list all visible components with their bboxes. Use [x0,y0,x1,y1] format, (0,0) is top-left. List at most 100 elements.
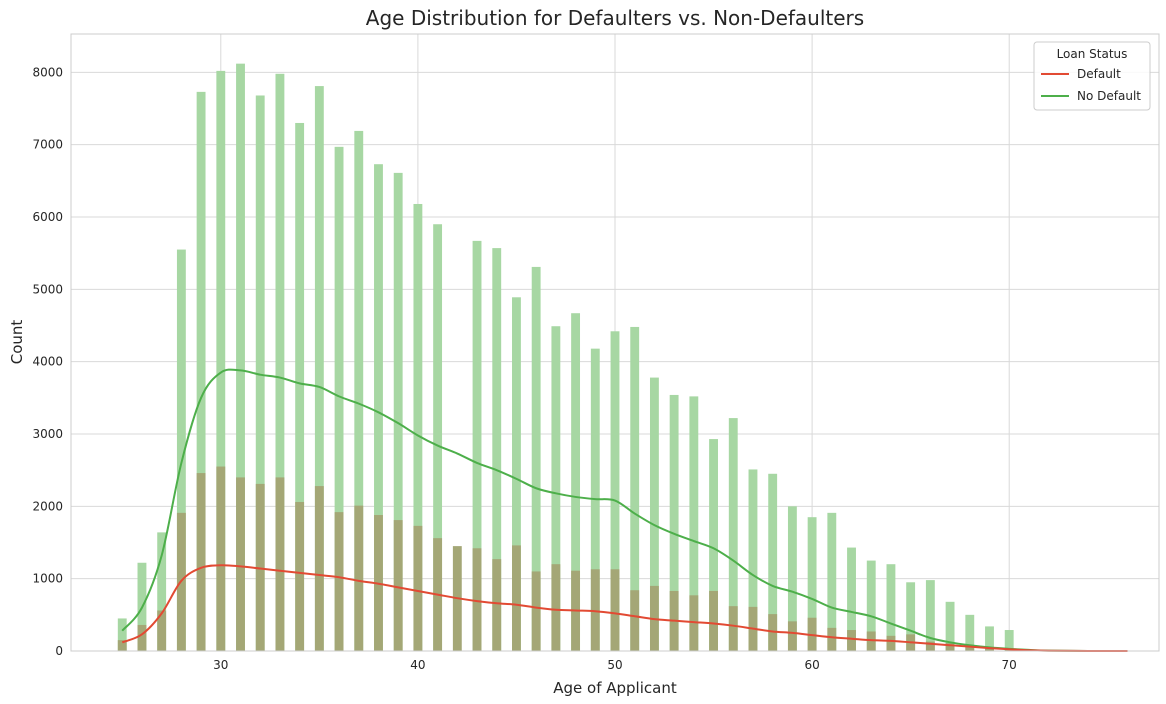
bar-no-default [965,614,975,651]
bar-default [847,630,856,651]
x-tick-label: 50 [607,658,622,672]
kde-line-default [121,564,1128,653]
bar-default [965,645,975,651]
bar-default [925,641,935,651]
y-tick-label: 3000 [32,427,63,441]
bar-default [886,635,896,651]
bar-no-default [196,91,206,652]
bar-no-default [709,439,718,651]
bar-default [334,512,344,651]
bar-no-default [630,326,640,651]
x-axis-label: Age of Applicant [553,679,677,697]
bar-default [590,569,600,651]
bar-default [295,501,305,651]
bar-no-default [787,506,797,651]
bars [117,63,1014,652]
bar-no-default [374,164,383,652]
x-tick-label: 40 [410,658,425,672]
y-tick-label: 2000 [32,499,63,513]
bar-default [413,525,423,651]
y-tick-label: 0 [55,644,63,658]
legend: Loan Status Default No Default [1033,41,1151,111]
bar-default [354,505,364,651]
bar-no-default [354,130,364,651]
bar-default [236,477,245,651]
bar-default [985,647,994,651]
bar-default [216,466,226,651]
bar-no-default [985,626,994,651]
tick-labels: 30 40 50 60 70 0 1000 2000 3000 4000 5000 6000 7000 8… [32,65,1016,672]
bar-default [472,548,482,651]
bar-default [196,473,206,651]
bar-no-default [413,203,423,651]
bar-default [117,640,127,651]
y-tick-label: 7000 [32,138,63,152]
bar-no-default [827,512,837,651]
bar-no-default [728,418,738,651]
bar-default [945,643,955,651]
bar-no-default [531,266,541,651]
bar-default [866,631,876,651]
bar-no-default [847,547,856,651]
bar-default [551,564,561,651]
bar-default [728,606,738,651]
bar-no-default [571,313,581,651]
bar-default [492,559,502,651]
kde-lines [121,368,1128,653]
bar-default [787,621,797,651]
bar-no-default [216,70,226,652]
y-tick-label: 6000 [32,210,63,224]
bar-no-default [945,601,955,651]
bar-no-default [433,224,443,651]
bar-default [827,627,837,651]
y-tick-label: 4000 [32,355,63,369]
y-axis-label: Count [8,320,26,365]
bar-no-default [906,582,916,651]
bar-no-default [512,297,521,651]
y-tick-label: 5000 [32,282,63,296]
bar-default [275,477,285,651]
bar-no-default [176,249,186,651]
bar-default [768,614,778,651]
legend-entry-no-default: No Default [1077,89,1141,103]
bar-default [1004,649,1014,651]
bar-default [255,483,265,651]
bar-no-default [393,172,403,651]
bar-no-default [275,73,285,651]
bar-no-default [314,86,324,652]
bar-default [531,571,541,651]
bar-no-default [807,517,817,651]
plot-frame [70,33,1160,652]
bar-no-default [886,564,896,651]
y-tick-label: 1000 [32,572,63,586]
bar-default [512,545,521,651]
bar-no-default [748,469,758,651]
bar-default [393,520,403,651]
bar-no-default [492,248,502,651]
bar-default [689,595,699,651]
bar-no-default [866,560,876,651]
bar-no-default [255,95,265,651]
legend-box [1033,41,1151,111]
bar-no-default [1004,630,1014,651]
kde-line-no-default [121,368,1128,653]
bar-default [137,624,147,651]
legend-entry-default: Default [1077,67,1121,81]
bar-default [630,590,640,651]
y-tick-label: 8000 [32,65,63,79]
x-tick-label: 70 [1002,658,1017,672]
bar-no-default [649,377,659,651]
bar-no-default [236,63,245,652]
bar-no-default [768,473,778,651]
x-tick-label: 30 [213,658,228,672]
bar-default [709,590,718,651]
bar-no-default [610,331,620,651]
bar-no-default [157,532,167,651]
bar-no-default [117,618,127,651]
legend-title: Loan Status [1057,47,1128,61]
bar-no-default [551,326,561,651]
bar-default [157,610,167,651]
bar-no-default [669,394,679,651]
bar-no-default [689,396,699,651]
